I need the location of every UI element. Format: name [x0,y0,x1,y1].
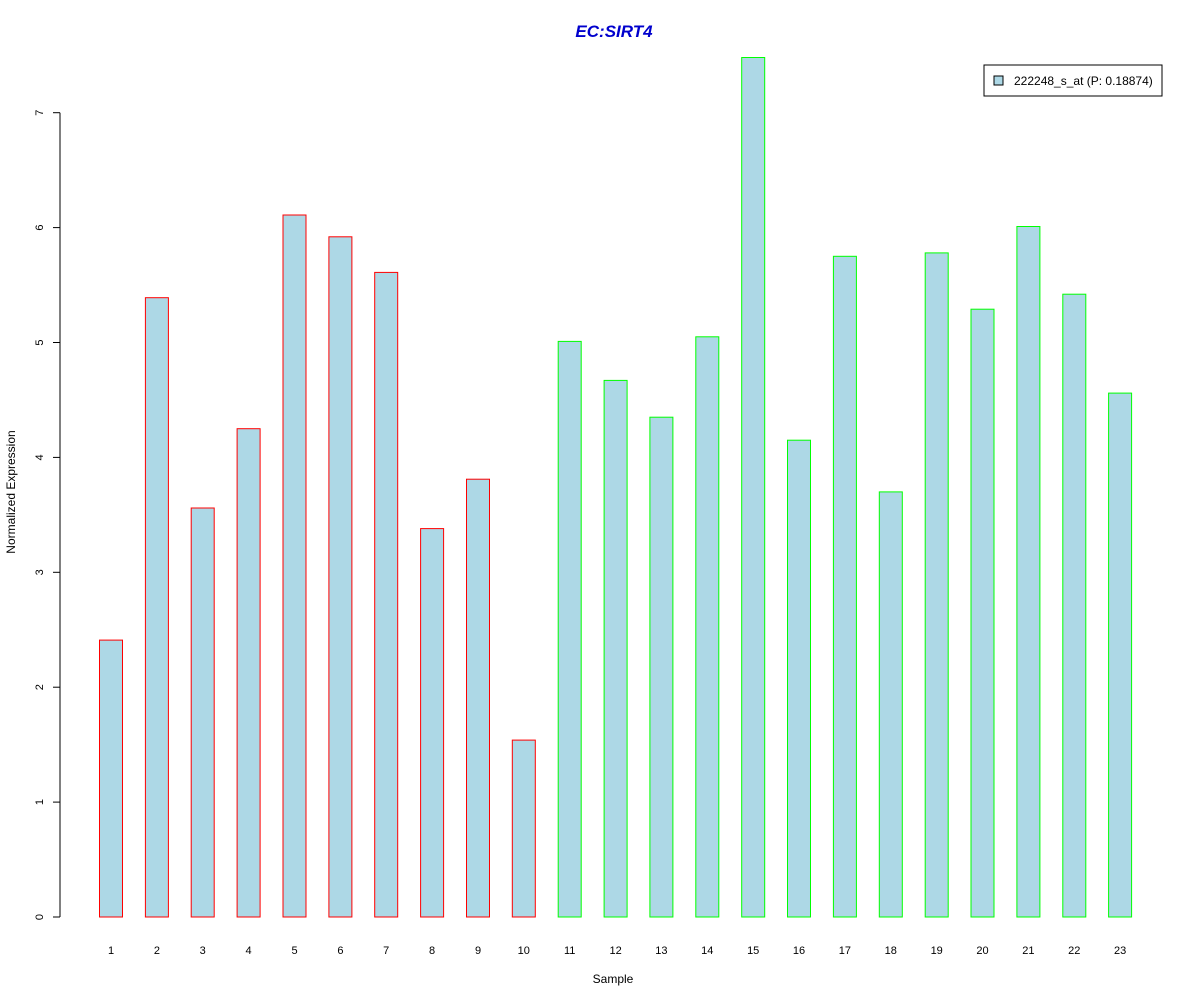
x-tick-label: 3 [200,945,206,957]
bars-layer [99,57,1133,918]
x-tick-label: 22 [1068,945,1080,957]
legend-entry-label: 222248_s_at (P: 0.18874) [1014,74,1153,88]
x-tick-label: 18 [885,945,897,957]
bar-sample-21 [1016,226,1041,918]
y-axis: 0 1 2 3 4 5 6 7 [34,110,61,920]
y-tick-label: 7 [34,110,46,116]
x-tick-label: 17 [839,945,851,957]
x-tick-label: 9 [475,945,481,957]
bar-sample-19 [924,252,949,918]
x-axis-label: Sample [593,972,634,986]
x-tick-label: 20 [976,945,988,957]
x-tick-label: 16 [793,945,805,957]
y-tick-label: 5 [34,339,46,345]
bar-sample-20 [970,308,995,918]
bar-sample-23 [1108,392,1133,918]
x-tick-label: 6 [337,945,343,957]
x-tick-label: 8 [429,945,435,957]
bar-sample-22 [1062,293,1087,918]
y-axis-label: Normalized Expression [4,430,18,553]
x-tick-label: 2 [154,945,160,957]
x-tick-label: 23 [1114,945,1126,957]
y-tick-label: 6 [34,225,46,231]
bar-sample-4 [236,428,261,918]
bar-sample-18 [878,491,903,918]
bar-sample-13 [649,416,674,918]
x-tick-label: 7 [383,945,389,957]
bar-sample-2 [144,297,169,918]
x-tick-label: 1 [108,945,114,957]
bar-sample-17 [832,255,857,918]
bar-sample-12 [603,379,628,918]
x-tick-label: 5 [291,945,297,957]
bar-sample-8 [420,528,445,918]
x-tick-label: 21 [1022,945,1034,957]
bar-sample-10 [511,739,536,918]
x-tick-label: 15 [747,945,759,957]
x-tick-label: 11 [564,945,575,957]
x-tick-label: 14 [701,945,713,957]
bar-sample-3 [190,507,215,918]
bar-sample-9 [466,478,490,918]
x-tick-label: 10 [518,945,530,957]
x-tick-label: 12 [609,945,621,957]
chart-title: EC:SIRT4 [575,22,653,41]
bar-sample-5 [282,214,307,918]
bar-sample-6 [328,236,353,918]
x-tick-label: 19 [931,945,943,957]
legend-box [983,64,1163,97]
y-tick-label: 2 [34,684,46,690]
x-tick-label: 13 [655,945,667,957]
y-tick-label: 4 [34,454,46,460]
bar-sample-11 [557,340,582,918]
x-tick-label: 4 [246,945,252,957]
y-tick-label: 3 [34,569,46,575]
legend-swatch [993,75,1004,86]
legend: 222248_s_at (P: 0.18874) [983,64,1163,97]
bar-sample-7 [374,271,399,918]
x-tick-labels: 1 2 3 4 5 6 7 8 9 10 11 12 13 14 15 16 17 18 19 20 21 22 23 [108,945,1126,957]
bar-sample-16 [787,439,811,918]
y-tick-label: 1 [34,799,46,805]
bar-sample-1 [99,639,123,918]
bar-sample-15 [741,57,766,918]
y-tick-label: 0 [34,914,46,920]
bar-sample-14 [695,336,720,918]
